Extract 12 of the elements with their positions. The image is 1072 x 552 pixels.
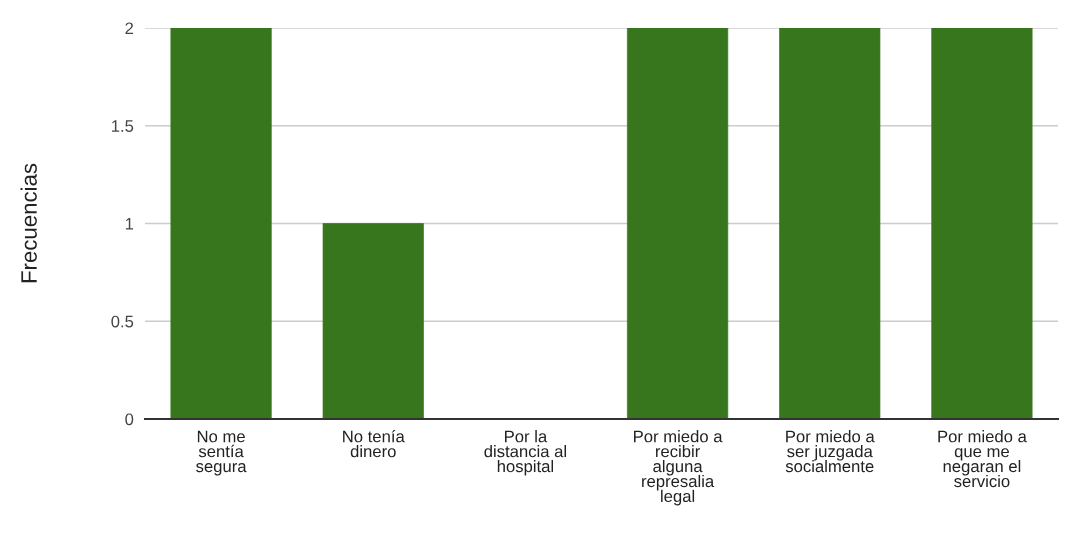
y-tick-label: 1.5 (111, 120, 134, 132)
x-tick-label: No tenía dinero (343, 429, 405, 458)
x-tick-label: Por miedo a ser juzgada socialmente (785, 430, 875, 473)
y-tick-label: 2 (125, 22, 134, 35)
x-tick-label: Por miedo a que me negaran el servicio (938, 430, 1027, 488)
y-tick-label: 0.5 (111, 315, 134, 328)
x-tick-label: Por la distancia al hospital (484, 430, 566, 476)
y-axis-title: Frecuencias (20, 163, 37, 283)
y-tick-label: 1 (125, 218, 134, 230)
x-tick-label: No me sentía segura (196, 430, 247, 476)
x-tick-label: Por miedo a recibir alguna represalia legal (634, 430, 723, 506)
y-tick-label: 0 (125, 413, 134, 426)
